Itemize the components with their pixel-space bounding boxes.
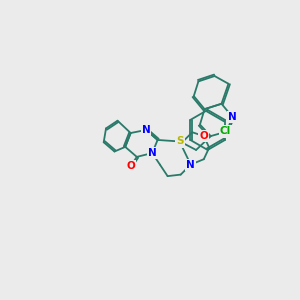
Text: O: O bbox=[200, 131, 208, 141]
Text: S: S bbox=[176, 136, 184, 146]
Text: Cl: Cl bbox=[220, 127, 231, 136]
Text: N: N bbox=[228, 112, 237, 122]
Text: N: N bbox=[186, 160, 195, 170]
Text: N: N bbox=[148, 148, 157, 158]
Text: N: N bbox=[142, 125, 150, 135]
Text: O: O bbox=[126, 161, 135, 171]
